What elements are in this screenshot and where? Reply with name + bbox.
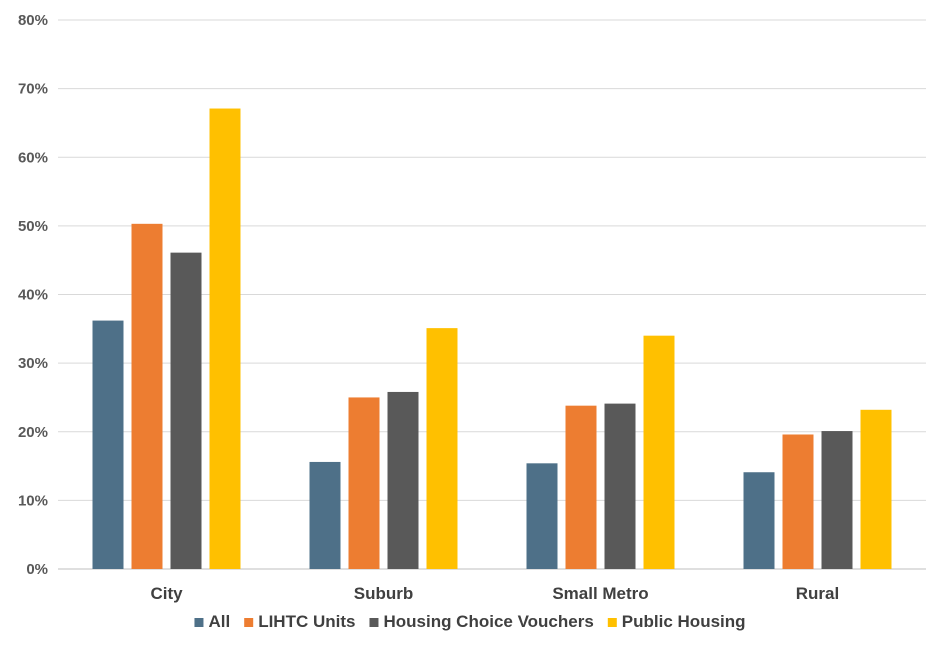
bar-public-housing-small-metro [643,335,675,569]
category-label: Suburb [354,584,414,603]
y-tick-label: 80% [18,12,48,29]
bar-all-small-metro [526,463,558,569]
legend-item-housing-choice-vouchers: Housing Choice Vouchers [369,612,594,631]
y-tick-label: 50% [18,218,48,235]
legend-item-all: All [194,612,230,631]
bar-housing-choice-vouchers-city [170,252,202,570]
bar-housing-choice-vouchers-suburb [387,391,419,569]
legend-swatch [244,618,254,627]
y-axis-tick-labels: 0% 10% 20% 30% 40% 50% 60% 70% 80% [18,12,48,578]
y-tick-label: 0% [26,561,48,578]
bar-lihtc-units-city [131,223,163,569]
legend-swatch [194,618,204,627]
category-label: Small Metro [552,584,648,603]
legend-swatch [607,618,617,627]
y-tick-label: 10% [18,492,48,509]
legend-label: LIHTC Units [258,612,355,631]
bar-all-rural [743,472,775,569]
legend: All LIHTC Units Housing Choice Vouchers Pub… [194,612,746,631]
legend-label: Public Housing [622,612,746,631]
legend-label: Housing Choice Vouchers [383,612,593,631]
bar-public-housing-city [209,108,241,570]
y-tick-label: 30% [18,355,48,372]
bar-public-housing-suburb [426,328,458,569]
category-label: City [150,584,183,603]
y-tick-label: 70% [18,81,48,98]
bar-lihtc-units-suburb [348,397,380,569]
gridlines [58,19,926,570]
y-tick-label: 40% [18,287,48,304]
bar-housing-choice-vouchers-rural [821,431,853,569]
legend-label: All [208,612,230,631]
legend-item-public-housing: Public Housing [607,612,746,631]
bars [92,108,892,570]
bar-all-city [92,320,124,569]
x-axis-category-labels: City Suburb Small Metro Rural [150,584,839,603]
legend-swatch [369,618,379,627]
y-tick-label: 20% [18,424,48,441]
category-label: Rural [796,584,839,603]
legend-item-lihtc-units: LIHTC Units [244,612,355,631]
bar-lihtc-units-rural [782,434,814,569]
bar-all-suburb [309,461,341,569]
bar-housing-choice-vouchers-small-metro [604,403,636,569]
bar-public-housing-rural [860,409,892,569]
bar-lihtc-units-small-metro [565,405,597,569]
y-tick-label: 60% [18,149,48,166]
